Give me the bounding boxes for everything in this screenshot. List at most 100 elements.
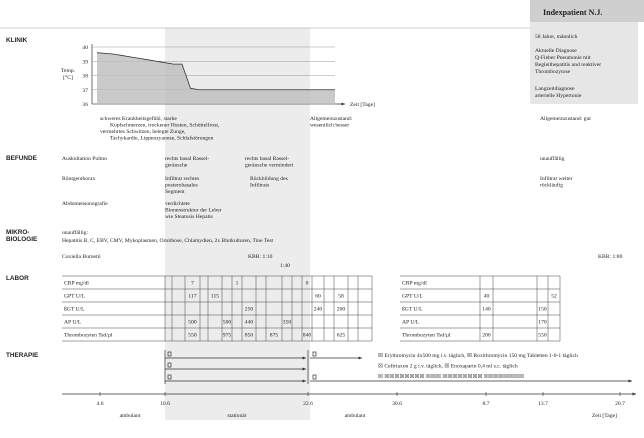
longterm-diagnosis: arterielle Hypertonie — [535, 93, 582, 99]
lab-value: 440 — [245, 320, 254, 326]
kbr-titer: 1:40 — [280, 263, 290, 269]
lab-value: 60 — [315, 294, 321, 300]
lab-label: ßGT U/L — [402, 306, 423, 313]
lab-label: CRP mg/dl — [402, 281, 427, 287]
finding-text: geräusche vermindert — [245, 163, 294, 169]
section-heading: KLINIK — [6, 37, 28, 44]
finding-text: Segment — [165, 189, 185, 195]
lab-label: AP U/L — [402, 320, 420, 326]
therapy-arrows — [164, 350, 632, 384]
finding-text: Infiltrat weiter — [540, 175, 573, 182]
lab-value: 7 — [191, 281, 194, 287]
lab-value: 850 — [245, 333, 254, 339]
lab-value: 240 — [314, 307, 323, 313]
date-label: 13.7 — [538, 401, 548, 407]
finding-text: rechts basal Rassel- — [245, 156, 289, 162]
finding-text: rückläufig — [540, 182, 563, 189]
date-label: 4.6 — [97, 401, 104, 407]
lab-label: GPT U/L — [402, 294, 423, 300]
lab-value: 840 — [303, 333, 312, 339]
patient-age: 58 Jahre, männlich — [535, 34, 578, 40]
lab-value: 117 — [188, 294, 196, 300]
lab-value: 350 — [283, 320, 292, 326]
finding-text: verdichtete — [165, 201, 190, 207]
lab-label: ßGT U/L — [64, 306, 85, 313]
y-tick-label: 38 — [82, 74, 88, 80]
clinical-note: schweres Krankheitsgefühl, starke — [100, 115, 177, 122]
clinical-note: wesentlich besser — [310, 123, 349, 129]
micro-label: unauffällig: — [62, 229, 88, 236]
finding-label: Röntgenthorax — [62, 176, 95, 182]
kbr-titer: KBR: 1:10 — [248, 254, 273, 260]
therapy-text: ☒ Erythromycin 4x500 mg i.v. täglich, ☒ … — [378, 352, 578, 359]
finding-text: rechts basal Rassel- — [165, 156, 209, 162]
lab-value: 975 — [223, 333, 232, 339]
lab-label: AP U/L — [64, 320, 82, 326]
lab-value: 140 — [482, 307, 491, 313]
lab-label: Thrombozyten Tsd/µl — [402, 333, 451, 339]
lab-value: 52 — [551, 294, 557, 300]
lab-value: 200 — [337, 307, 346, 313]
diagnosis-label: Aktuelle Diagnose — [535, 48, 577, 54]
date-label: 30.6 — [392, 401, 402, 407]
diagnosis-line: Begleithepatitis und reaktiver — [535, 62, 601, 68]
finding-label: Auskultation Pulmo — [62, 156, 107, 162]
finding-text: geräusche — [165, 163, 188, 169]
y-tick-label: 36 — [82, 102, 88, 108]
time-label: Zeit [Tage] — [592, 413, 617, 419]
patient-title: Indexpatient N.J. — [543, 8, 602, 17]
section-heading: BEFUNDE — [6, 155, 38, 162]
lab-value: 1 — [236, 281, 239, 287]
clinical-note: vermehrtes Schwitzen, belegte Zunge, — [100, 129, 186, 135]
finding-text: unauffällig — [540, 155, 565, 162]
date-label: 20.7 — [615, 401, 625, 407]
clinical-note: Kopfschmerzen, trockener Husten, Schütte… — [110, 122, 220, 129]
diagnosis-line: Thrombozytose — [535, 69, 571, 75]
date-label: 22.6 — [303, 401, 313, 407]
lab-value: 170 — [538, 320, 547, 326]
x-axis-label: Zeit [Tage] — [350, 102, 375, 108]
date-label: 8.7 — [483, 401, 490, 407]
y-axis-label: Temp. — [61, 68, 76, 74]
lab-value: 0 — [306, 281, 309, 287]
section-heading: THERAPIE — [6, 352, 39, 359]
lab-value: 58 — [338, 294, 344, 300]
lab-value: 550 — [188, 333, 197, 339]
y-tick-label: 37 — [82, 88, 88, 94]
clinical-note: Allgemeinzustand: — [310, 116, 353, 122]
y-tick-label: 40 — [82, 45, 88, 51]
finding-text: Binnenstruktur der Leber — [165, 208, 222, 214]
lab-label: Thrombozyten Tsd/µl — [64, 333, 113, 339]
lab-value: 115 — [211, 294, 219, 300]
therapy-text: ☒ Ceftriaxon 2 g i.v. täglich, ☒ Enoxapa… — [378, 363, 518, 370]
lab-value: 200 — [482, 333, 491, 339]
finding-text: Infiltrat rechtes — [165, 175, 199, 182]
temperature-line — [96, 52, 335, 91]
lab-label: CRP mg/dl — [64, 281, 89, 287]
longterm-label: Langzeitdiagnose — [535, 86, 575, 92]
finding-label: Abdomensonografie — [62, 200, 108, 207]
pathogen: Coxiella Burnetii — [62, 254, 101, 260]
finding-text: Rückbildung des — [250, 176, 288, 182]
date-label: 10.6 — [160, 401, 170, 407]
phase-label: ambulant — [120, 413, 141, 419]
finding-text: posterobasales — [165, 183, 198, 189]
section-heading: MIKRO- — [6, 229, 29, 236]
phase-label: stationär — [227, 413, 246, 419]
y-tick-label: 39 — [82, 59, 88, 65]
temperature-area — [97, 52, 335, 104]
lab-value: 250 — [245, 307, 254, 313]
kbr-titer: KBR: 1:80 — [598, 254, 623, 260]
diagnosis-line: Q-Fieber Pneumonie mit — [535, 55, 591, 61]
section-heading: LABOR — [6, 275, 29, 282]
y-axis-label: [°C] — [63, 74, 73, 81]
finding-text: wie Steatosis Hepatis — [165, 214, 213, 220]
lab-label: GPT U/L — [64, 294, 85, 300]
lab-value: 625 — [337, 333, 346, 339]
therapy-text: ☒ ☒☒☒☒☒☒☒☒ ☒☒☒ ☒☒☒☒☒☒☒☒ ☒☒☒☒☒☒☒☒ — [378, 373, 524, 380]
patient-header — [530, 0, 644, 22]
lab-value: 500 — [188, 320, 197, 326]
finding-text: Infiltrats — [250, 182, 269, 189]
lab-value: 500 — [223, 320, 232, 326]
